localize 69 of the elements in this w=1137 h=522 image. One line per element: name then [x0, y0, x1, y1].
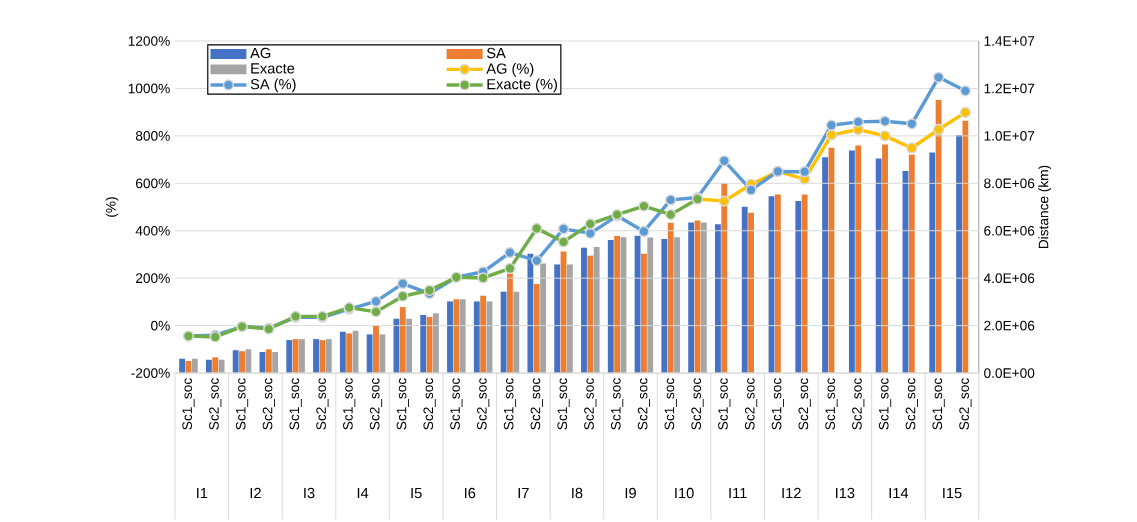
text: I4 [357, 488, 369, 499]
text: I11 [729, 488, 747, 499]
text: I10 [675, 488, 694, 499]
x-tick-label: Sc1_soc [932, 378, 945, 430]
y2-tick-label: 6.0E+06 [984, 226, 1035, 236]
x-tick-label: Sc2_soc [477, 378, 490, 430]
text: I1 [197, 488, 208, 499]
y-tick-label: 1200% [128, 36, 170, 47]
text: I7 [518, 488, 529, 499]
text: I12 [782, 488, 801, 499]
x-tick-label: Sc1_soc [450, 378, 463, 430]
y2-tick-label: 1.2E+07 [984, 83, 1035, 94]
x-tick-label: Sc1_soc [396, 378, 409, 430]
x-tick-label: Sc1_soc [878, 378, 892, 430]
legend-label: AG (%) [486, 63, 534, 77]
x-tick-label: Sc1_soc [235, 378, 249, 430]
x-tick-label: Sc2_soc [744, 378, 758, 430]
text: I8 [572, 488, 583, 499]
x-tick-label: Sc1_soc [503, 378, 517, 430]
x-tick-label: Sc1_soc [289, 378, 302, 430]
y2-tick-label: 1.4E+07 [984, 36, 1035, 47]
y-axis-title: (%) [105, 197, 119, 218]
x-tick-label: Sc1_soc [825, 378, 838, 430]
y-tick-label: 0% [151, 321, 170, 331]
text: I15 [943, 488, 962, 499]
text: I13 [836, 488, 855, 499]
x-tick-label: Sc1_soc [610, 378, 624, 430]
y-tick-label: 600% [136, 178, 170, 189]
legend-label: SA (%) [250, 78, 296, 93]
y-tick-label: 400% [135, 226, 170, 236]
y-tick-label: 200% [136, 273, 170, 284]
x-tick-label: Sc1_soc [557, 378, 570, 430]
y-tick-label: -200% [131, 368, 170, 379]
x-tick-label: Sc2_soc [369, 378, 383, 430]
legend-label: Exacte (%) [487, 78, 557, 93]
x-tick-label: Sc2_soc [316, 378, 329, 430]
text: I5 [411, 488, 422, 499]
y2-tick-label: 2.0E+06 [984, 321, 1035, 331]
y-tick-label: 1000% [128, 83, 170, 94]
y2-tick-label: 0.0E+00 [984, 368, 1035, 379]
y2-tick-label: 4.0E+06 [983, 273, 1035, 284]
x-tick-label: Sc2_soc [423, 378, 436, 430]
text: I3 [304, 488, 315, 499]
text: I2 [250, 488, 261, 499]
x-tick-label: Sc1_soc [718, 378, 731, 430]
x-tick-label: Sc2_soc [637, 378, 651, 430]
y2-tick-label: 8.0E+06 [984, 178, 1035, 189]
x-tick-label: Sc2_soc [691, 378, 704, 430]
x-tick-label: Sc2_soc [905, 378, 918, 430]
x-tick-label: Sc2_soc [798, 378, 811, 430]
legend-label: SA [486, 48, 506, 59]
x-tick-label: Sc2_soc [959, 378, 972, 430]
text: I9 [625, 488, 636, 499]
x-tick-label: Sc1_soc [664, 378, 677, 430]
y-tick-label: 800% [135, 131, 170, 141]
x-tick-label: Sc2_soc [852, 378, 865, 430]
legend-label: AG [250, 48, 271, 59]
legend-label: Exacte [251, 63, 295, 74]
x-tick-label: Sc2_soc [530, 378, 543, 430]
x-tick-label: Sc1_soc [771, 378, 784, 430]
x-tick-label: Sc2_soc [209, 378, 222, 430]
text: I6 [465, 488, 476, 499]
x-tick-label: Sc1_soc [182, 378, 195, 430]
y2-axis-title: Distance (km) [1038, 165, 1052, 249]
x-tick-label: Sc1_soc [343, 378, 356, 430]
x-tick-label: Sc2_soc [262, 378, 275, 430]
x-tick-label: Sc2_soc [584, 378, 597, 430]
y2-tick-label: 1.0E+07 [984, 131, 1035, 141]
text: I14 [889, 488, 909, 499]
